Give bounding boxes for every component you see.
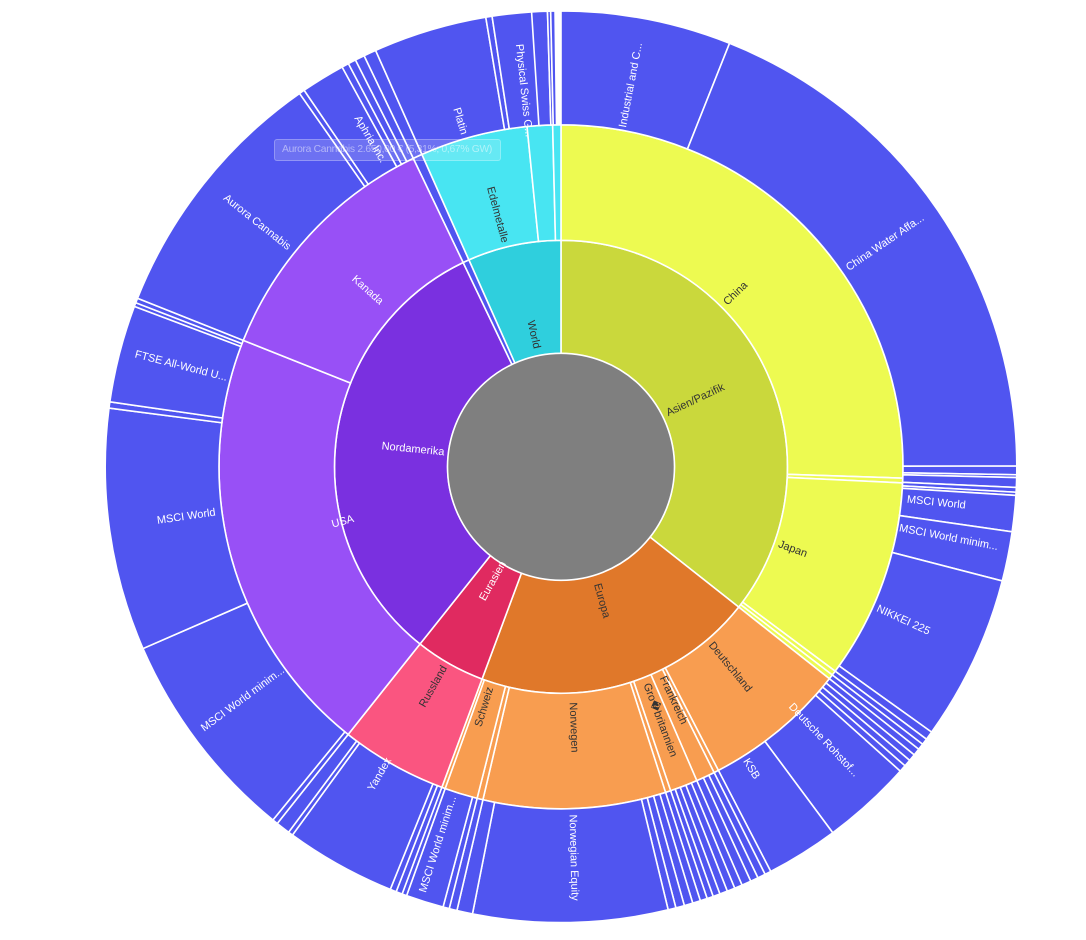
svg-text:Norwegian Equity: Norwegian Equity bbox=[567, 814, 581, 901]
svg-text:USA: USA bbox=[330, 513, 356, 531]
svg-text:Norwegen: Norwegen bbox=[567, 702, 581, 753]
